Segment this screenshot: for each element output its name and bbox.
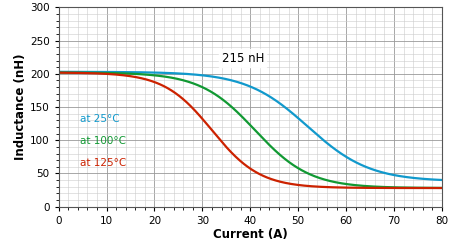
Text: at 125°C: at 125°C [80, 158, 126, 168]
X-axis label: Current (A): Current (A) [213, 229, 288, 241]
Text: at 100°C: at 100°C [80, 136, 126, 146]
Text: at 25°C: at 25°C [80, 114, 120, 124]
Text: 215 nH: 215 nH [221, 52, 264, 65]
Y-axis label: Inductance (nH): Inductance (nH) [14, 54, 27, 160]
